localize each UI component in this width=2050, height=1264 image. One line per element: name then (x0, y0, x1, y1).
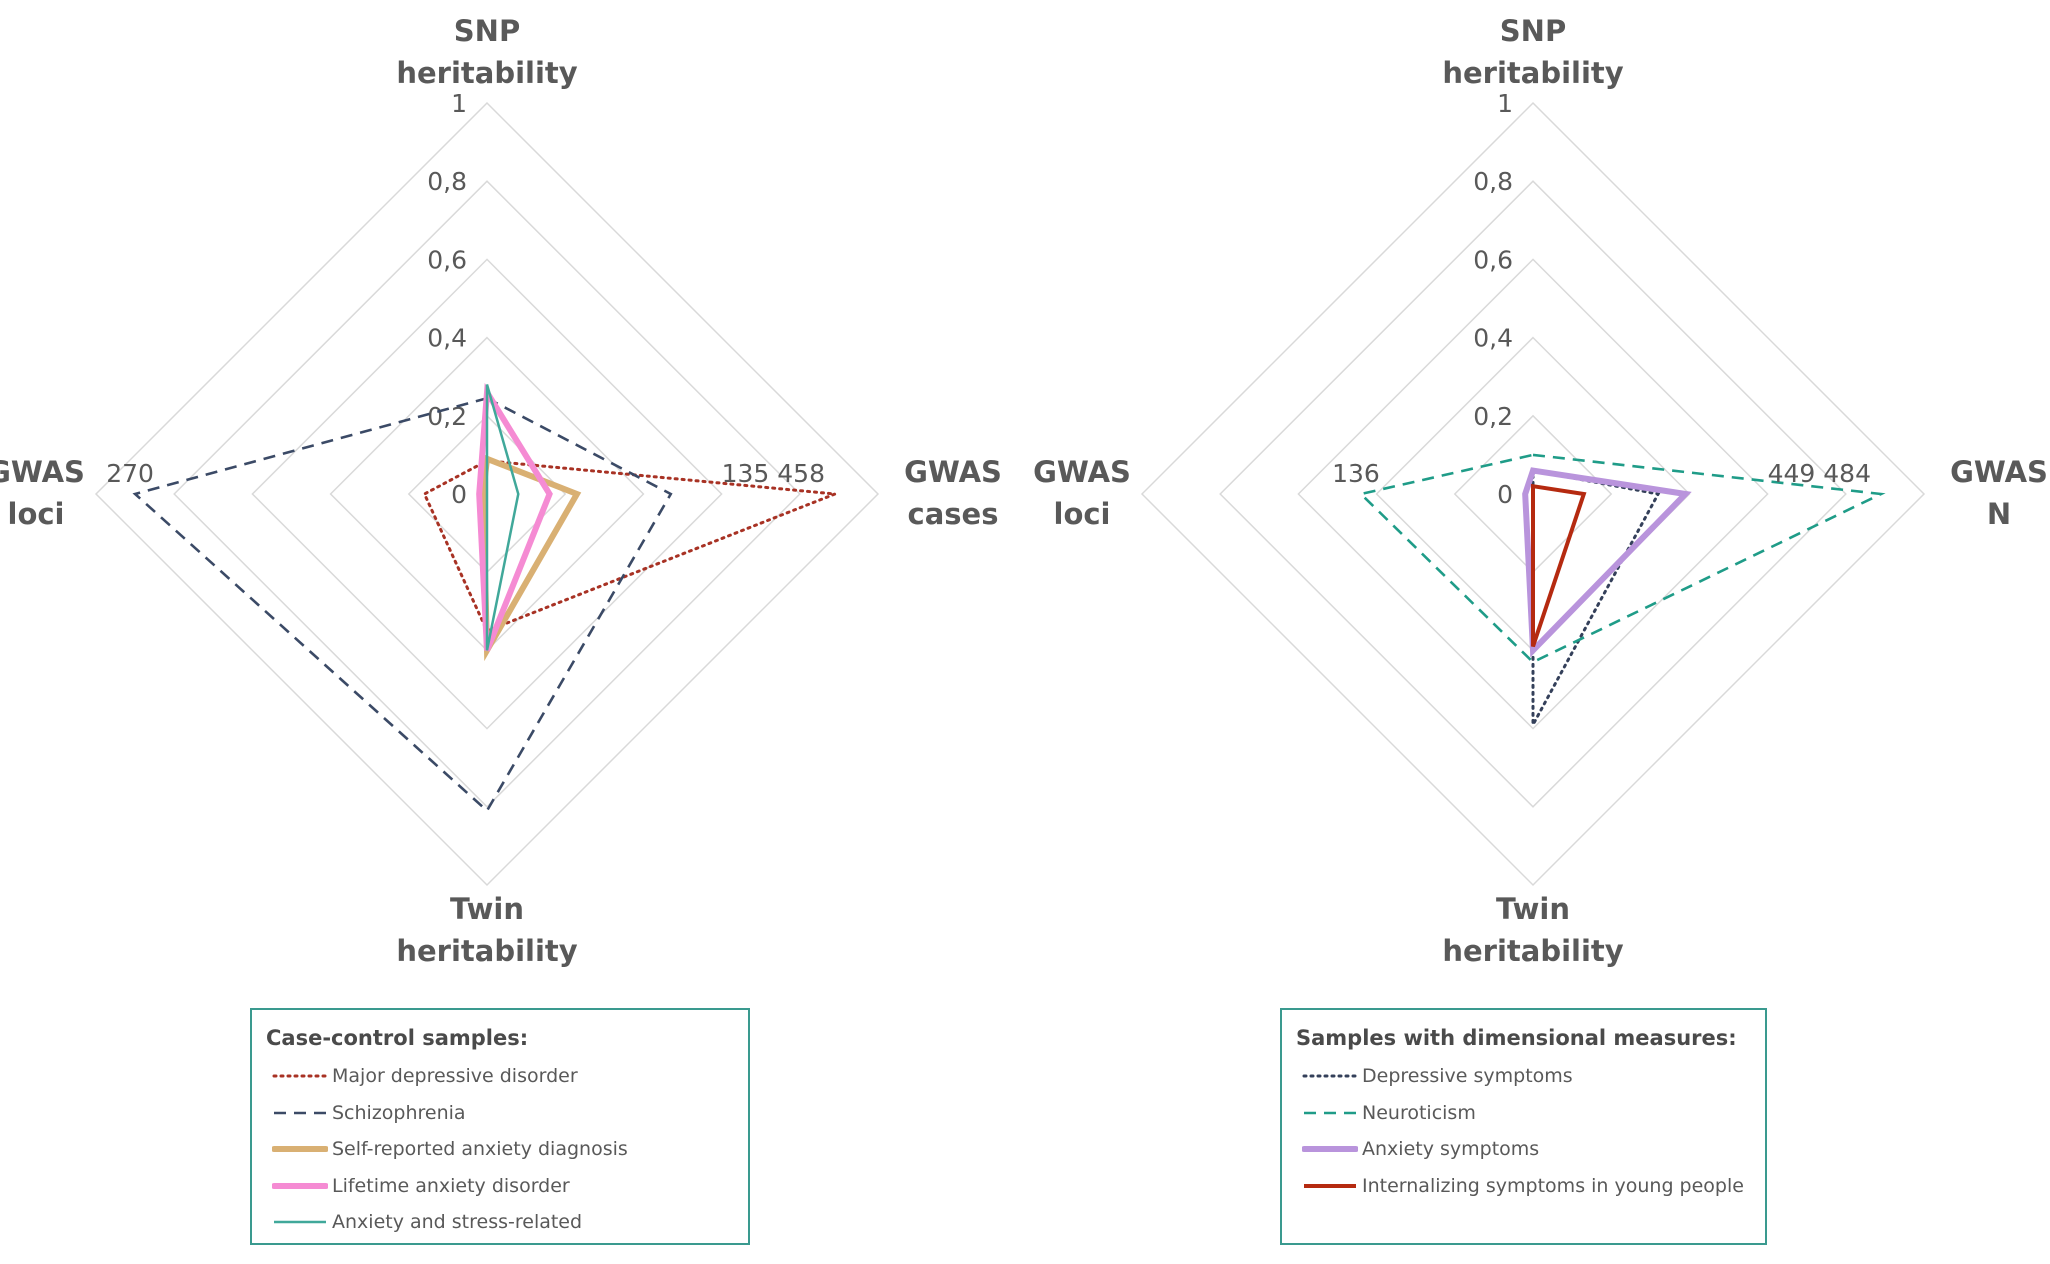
legend-title: Case-control samples: (266, 1026, 529, 1050)
legend-label: Internalizing symptoms in young people (1362, 1174, 1744, 1197)
value-label: 449 484 (1768, 459, 1871, 488)
series-schizophrenia (132, 396, 673, 813)
grid-ring (1140, 101, 1926, 887)
legend-label: Neuroticism (1362, 1101, 1476, 1124)
radial-tick-label: 0,4 (427, 324, 467, 353)
axis-title: Twin heritability (1442, 892, 1623, 968)
axis-title: Twin heritability (396, 892, 577, 968)
series-anxiety-and-stress-related (485, 384, 520, 651)
legend-swatch (1302, 1146, 1358, 1153)
legend-dimensional: Samples with dimensional measures: Depre… (1280, 1008, 1767, 1245)
legend-item: Anxiety and stress-related (272, 1204, 748, 1241)
axis-title: SNP heritability (1442, 14, 1623, 90)
series-internalizing-symptoms-in-young-people (1531, 483, 1587, 648)
radial-tick-label: 0,8 (427, 167, 467, 196)
legend-swatch (272, 1074, 328, 1078)
radial-tick-label: 0,6 (1473, 245, 1513, 274)
legend-item: Self-reported anxiety diagnosis (272, 1131, 748, 1168)
radial-tick-label: 1 (1497, 89, 1513, 118)
radial-tick-label: 0 (451, 480, 467, 509)
legend-case-control: Case-control samples: Major depressive d… (250, 1008, 750, 1245)
legend-label: Anxiety symptoms (1362, 1138, 1540, 1161)
legend-item: Depressive symptoms (1302, 1058, 1765, 1095)
legend-label: Lifetime anxiety disorder (332, 1174, 570, 1197)
grid-ring (251, 258, 723, 730)
value-label: 135 458 (722, 459, 825, 488)
value-label: 136 (1332, 459, 1380, 488)
grid-ring (94, 101, 880, 887)
legend-swatch (1302, 1074, 1358, 1078)
radial-tick-label: 1 (451, 89, 467, 118)
legend-label: Major depressive disorder (332, 1065, 578, 1088)
radial-tick-label: 0,4 (1473, 324, 1513, 353)
legend-item: Major depressive disorder (272, 1058, 748, 1095)
legend-item: Lifetime anxiety disorder (272, 1168, 748, 1205)
value-label: 270 (106, 459, 154, 488)
axis-title: GWAS N (1950, 455, 2048, 531)
radial-tick-label: 0,8 (1473, 167, 1513, 196)
legend-item: Neuroticism (1302, 1095, 1765, 1132)
legend-item: Anxiety symptoms (1302, 1131, 1765, 1168)
legend-title: Samples with dimensional measures: (1296, 1026, 1737, 1050)
axis-title: SNP heritability (396, 14, 577, 90)
legend-swatch (274, 1221, 326, 1224)
radial-tick-label: 0 (1497, 480, 1513, 509)
legend-swatch (1304, 1183, 1356, 1188)
legend-swatch (272, 1182, 328, 1189)
legend-item: Internalizing symptoms in young people (1302, 1168, 1765, 1205)
series-lifetime-anxiety-disorder (476, 382, 553, 652)
radial-tick-label: 0,2 (1473, 402, 1513, 431)
grid-ring (1297, 258, 1769, 730)
legend-item: Schizophrenia (272, 1095, 748, 1132)
legend-swatch (1304, 1111, 1356, 1115)
legend-label: Self-reported anxiety diagnosis (332, 1138, 628, 1161)
axis-title: GWAS cases (904, 455, 1002, 531)
legend-label: Anxiety and stress-related (332, 1211, 583, 1234)
legend-label: Depressive symptoms (1362, 1065, 1573, 1088)
grid-ring (173, 180, 801, 808)
grid-ring (1219, 180, 1847, 808)
radial-tick-label: 0,6 (427, 245, 467, 274)
legend-swatch (274, 1111, 326, 1115)
legend-swatch (272, 1146, 328, 1153)
legend-label: Schizophrenia (332, 1101, 466, 1124)
series-anxiety-symptoms (1522, 467, 1692, 658)
